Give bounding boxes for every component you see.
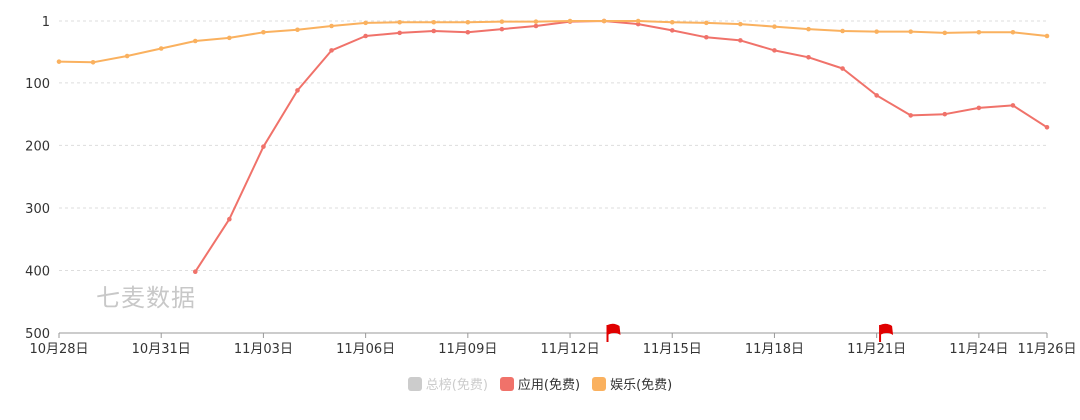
series-0-point-23: [840, 66, 845, 71]
legend-label-entertainment-free: 娱乐(免费): [610, 378, 673, 393]
series-1-point-10: [397, 19, 402, 25]
series-0-point-20: [738, 38, 743, 43]
series-1-point-25: [908, 29, 914, 34]
series-1-point-29: [1044, 33, 1050, 39]
series-0-point-11: [431, 28, 437, 34]
series-1-point-9: [363, 20, 368, 26]
y-tick-label-500: 500: [25, 327, 50, 342]
legend-swatch-overall-free: [407, 376, 422, 391]
event-flag-cloth-1: [880, 323, 894, 335]
event-flags: [606, 323, 894, 342]
series-0-point-25: [908, 113, 914, 118]
x-tick-label-3: 10月31日: [132, 342, 191, 357]
series-0-point-8: [329, 48, 334, 53]
legend-item-overall-free[interactable]: 总榜(免费): [407, 374, 488, 393]
series-1-point-23: [840, 28, 845, 34]
y-tick-label-1: 1: [42, 15, 50, 30]
series-1-point-6: [261, 29, 266, 35]
series-0-point-22: [806, 54, 811, 60]
series-0-point-12: [465, 29, 471, 35]
series-1-point-0: [56, 59, 62, 64]
legend-item-entertainment-free[interactable]: 娱乐(免费): [592, 374, 672, 393]
series-0-point-13: [499, 26, 505, 32]
series-1-point-14: [533, 19, 539, 24]
series-1-point-27: [976, 29, 982, 35]
grid-lines: [59, 20, 1047, 271]
series-1-point-21: [772, 24, 777, 29]
y-tick-label-200: 200: [25, 139, 50, 154]
series-1-point-20: [738, 21, 743, 27]
series-1-point-18: [669, 19, 675, 25]
series-1-point-11: [431, 19, 437, 25]
y-tick-label-300: 300: [25, 202, 50, 217]
x-tick-label-15: 11月12日: [540, 342, 599, 357]
series-0-point-18: [669, 28, 675, 33]
series-0-point-27: [976, 105, 982, 111]
series-lines: [56, 18, 1050, 275]
event-flag-1: [879, 323, 894, 342]
series-0-point-10: [397, 30, 402, 36]
series-0-point-9: [363, 33, 368, 39]
series-0-point-28: [1010, 103, 1016, 108]
series-1-point-24: [874, 29, 879, 34]
series-line-1: [58, 20, 1048, 64]
series-0-point-7: [295, 88, 300, 93]
legend-label-apps-free: 应用(免费): [517, 378, 581, 393]
legend-label-overall-free: 总榜(免费): [425, 378, 488, 393]
series-0-point-6: [261, 144, 266, 149]
x-tick-label-29: 11月26日: [1017, 342, 1076, 357]
x-tick-label-9: 11月06日: [336, 342, 395, 357]
series-1-point-12: [465, 19, 471, 25]
series-0-point-14: [533, 23, 539, 29]
series-1-point-2: [124, 53, 130, 59]
x-tick-label-0: 10月28日: [29, 342, 88, 357]
y-tick-label-400: 400: [25, 264, 50, 279]
x-axis: 10月28日 10月31日 11月03日 11月06日 11月09日 11月12日 11月1…: [29, 332, 1077, 357]
series-0-point-4: [192, 269, 198, 275]
series-0-point-5: [227, 216, 232, 222]
event-flag-0: [606, 323, 621, 342]
y-axis-ticks: 1 100 200 300 400 500: [25, 15, 50, 342]
series-1-point-1: [90, 59, 96, 65]
x-tick-label-27: 11月24日: [949, 342, 1008, 357]
x-tick-label-12: 11月09日: [438, 342, 497, 357]
series-1-point-4: [192, 38, 198, 44]
watermark-logo: 七麦数据: [96, 284, 196, 312]
series-line-0: [194, 20, 1048, 273]
series-0-point-26: [942, 111, 948, 117]
series-1-point-26: [942, 30, 948, 36]
series-0-point-24: [874, 93, 879, 98]
legend-item-apps-free[interactable]: 应用(免费): [499, 374, 581, 393]
series-1-point-5: [227, 35, 232, 41]
series-1-point-16: [601, 18, 607, 24]
legend-swatch-apps-free: [499, 376, 514, 391]
series-1-point-17: [635, 18, 641, 24]
legend-swatch-entertainment-free: [592, 376, 607, 391]
series-1-point-13: [499, 19, 505, 24]
series-1-point-15: [567, 18, 573, 24]
series-0-point-19: [704, 34, 709, 40]
series-1-point-28: [1010, 29, 1016, 35]
series-0-point-29: [1044, 124, 1050, 130]
x-tick-label-24: 11月21日: [847, 342, 906, 357]
chart-legend: 总榜(免费) 应用(免费) 娱乐(免费): [0, 374, 1080, 393]
event-flag-cloth-0: [607, 323, 621, 335]
x-tick-label-6: 11月03日: [234, 342, 293, 357]
series-1-point-8: [329, 23, 334, 29]
y-tick-label-100: 100: [25, 77, 50, 92]
series-1-point-3: [158, 46, 164, 51]
series-1-point-7: [295, 27, 300, 33]
series-0-point-21: [772, 48, 777, 53]
series-1-point-22: [806, 26, 811, 32]
x-tick-label-18: 11月15日: [643, 342, 702, 357]
series-1-point-19: [704, 20, 709, 26]
x-tick-label-21: 11月18日: [745, 342, 804, 357]
